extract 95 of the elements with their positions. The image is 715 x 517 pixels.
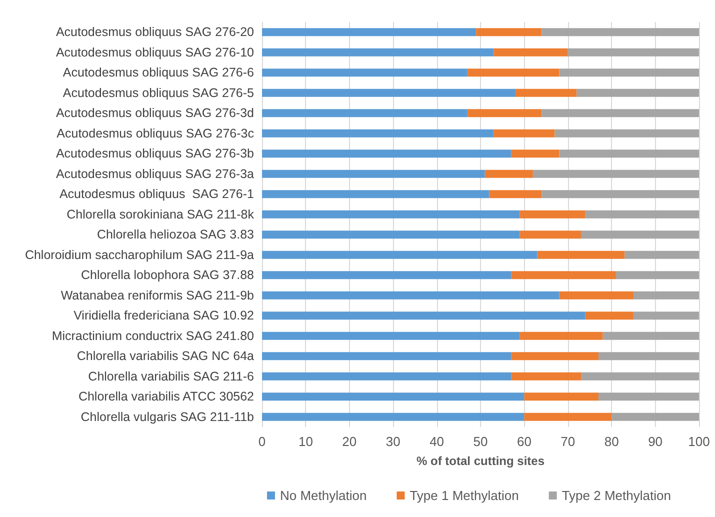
bar xyxy=(520,230,582,239)
x-tick-label: 50 xyxy=(473,434,488,449)
bar xyxy=(467,109,542,118)
bar xyxy=(262,250,538,259)
bar xyxy=(581,230,699,239)
bar xyxy=(262,372,512,380)
bar xyxy=(262,312,586,320)
bar xyxy=(581,372,699,380)
bar xyxy=(262,88,516,97)
bar xyxy=(524,412,612,421)
bar xyxy=(537,250,625,259)
bar xyxy=(585,210,699,218)
x-tick-label: 40 xyxy=(430,434,444,449)
bar xyxy=(262,392,524,401)
bar xyxy=(532,170,699,178)
y-tick-label: Chlorella heliozoa SAG 3.83 xyxy=(96,228,254,242)
y-tick-label: Chlorella vulgaris SAG 211-11b xyxy=(80,410,254,424)
y-tick-label: Acutodesmus obliquus SAG 276-5 xyxy=(62,86,254,100)
y-tick-label: Acutodesmus obliquus SAG 276-6 xyxy=(62,66,254,80)
bar xyxy=(262,190,490,198)
x-tick-label: 20 xyxy=(342,434,357,449)
bar xyxy=(262,109,468,118)
y-tick-label: Chlorella variabilis ATCC 30562 xyxy=(78,390,254,404)
y-tick-label: Acutodesmus obliquus SAG 276-3a xyxy=(56,166,254,181)
legend-label: Type 1 Methylation xyxy=(410,488,519,503)
bar xyxy=(494,48,568,56)
bar xyxy=(262,28,476,36)
y-tick-label: Chlorella variabilis SAG 211-6 xyxy=(88,369,254,384)
x-tick-label: 60 xyxy=(516,434,532,449)
y-tick-label: Viridiella fredericiana SAG 10.92 xyxy=(74,308,254,323)
bar xyxy=(554,129,699,138)
bar xyxy=(262,68,468,77)
y-tick-label: Acutodesmus obliquus SAG 276-3c xyxy=(56,126,254,140)
y-tick-label: Acutodesmus obliquus SAG 276-10 xyxy=(56,45,254,60)
bar xyxy=(262,412,524,421)
y-tick-label: Chlorella sorokiniana SAG 211-8k xyxy=(66,207,255,222)
bar xyxy=(262,271,512,280)
y-tick-label: Chlorella lobophora SAG 37.88 xyxy=(80,268,254,282)
bar xyxy=(262,170,485,178)
x-tick-label: 10 xyxy=(298,434,313,449)
bar xyxy=(542,109,699,118)
bar xyxy=(262,150,512,158)
bar xyxy=(598,352,699,360)
bar xyxy=(520,210,586,218)
bar xyxy=(602,332,699,340)
bar xyxy=(542,190,699,198)
bar xyxy=(511,150,560,158)
bar xyxy=(524,392,598,401)
y-tick-label: Micractinium conductrix SAG 241.80 xyxy=(52,328,254,343)
bar xyxy=(515,88,577,97)
bar xyxy=(262,210,520,218)
bar xyxy=(585,312,634,320)
bar xyxy=(262,332,520,340)
x-tick-label: 30 xyxy=(386,434,400,449)
bar xyxy=(511,352,598,360)
y-tick-label: Acutodesmus obliquus SAG 276-1 xyxy=(59,187,254,202)
bar xyxy=(598,392,699,401)
bar xyxy=(476,28,542,36)
x-tick-label: 70 xyxy=(560,434,576,449)
legend-label: Type 2 Methylation xyxy=(562,488,671,503)
bar xyxy=(568,48,699,56)
legend-label: No Methylation xyxy=(280,488,367,503)
x-axis-title: % of total cutting sites xyxy=(416,454,545,468)
bar xyxy=(520,332,603,340)
bar xyxy=(262,352,512,360)
bar xyxy=(484,170,533,178)
y-tick-label: Chloroidium saccharophilum SAG 211-9a xyxy=(24,248,254,262)
bar xyxy=(633,291,699,300)
y-tick-label: Acutodesmus obliquus SAG 276-3b xyxy=(56,146,254,161)
bar xyxy=(542,28,699,36)
x-tick-label: 90 xyxy=(648,434,663,449)
bar xyxy=(262,48,494,56)
y-tick-label: Acutodesmus obliquus SAG 276-3d xyxy=(56,106,254,120)
bar xyxy=(559,291,634,300)
x-tick-label: 80 xyxy=(604,434,619,449)
bar xyxy=(494,129,555,138)
x-tick-label: 0 xyxy=(258,434,266,449)
bar xyxy=(262,129,494,138)
bar xyxy=(576,88,699,97)
bar xyxy=(511,271,616,280)
bar xyxy=(262,291,560,300)
bar xyxy=(559,68,699,77)
y-tick-label: Chlorella variabilis SAG NC 64a xyxy=(76,349,254,364)
bar xyxy=(559,150,699,158)
y-tick-label: Acutodesmus obliquus SAG 276-20 xyxy=(56,25,254,40)
bar xyxy=(489,190,542,198)
bar xyxy=(511,372,582,380)
bar xyxy=(262,230,520,239)
x-tick-label: 100 xyxy=(688,434,710,449)
bar xyxy=(467,68,560,77)
bar xyxy=(633,312,699,320)
bar xyxy=(616,271,699,280)
bar xyxy=(624,250,699,259)
bar xyxy=(612,412,699,421)
y-tick-label: Watanabea reniformis SAG 211-9b xyxy=(60,288,254,302)
